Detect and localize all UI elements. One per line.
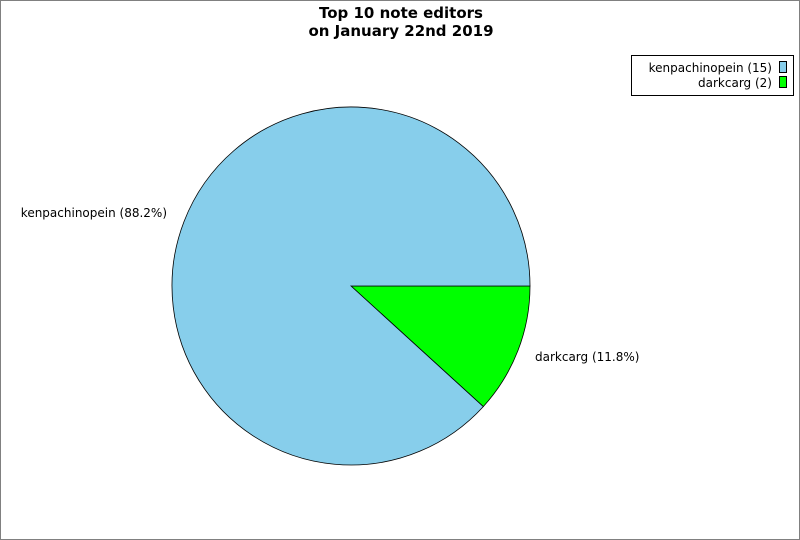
slice-label-kenpachinopein: kenpachinopein (88.2%) bbox=[21, 206, 167, 220]
legend-swatch-kenpachinopein bbox=[779, 61, 787, 73]
slice-label-darkcarg: darkcarg (11.8%) bbox=[535, 350, 639, 364]
chart-title-line1: Top 10 note editors bbox=[318, 4, 483, 22]
legend-box bbox=[631, 55, 794, 96]
pie-slice-darkcarg bbox=[349, 285, 531, 408]
legend-label-kenpachinopein: kenpachinopein (15) bbox=[649, 61, 772, 75]
chart-title-line2: on January 22nd 2019 bbox=[308, 22, 494, 40]
legend-swatch-darkcarg bbox=[779, 76, 787, 88]
pie-slice-kenpachinopein bbox=[171, 106, 531, 466]
legend-label-darkcarg: darkcarg (2) bbox=[698, 76, 772, 90]
